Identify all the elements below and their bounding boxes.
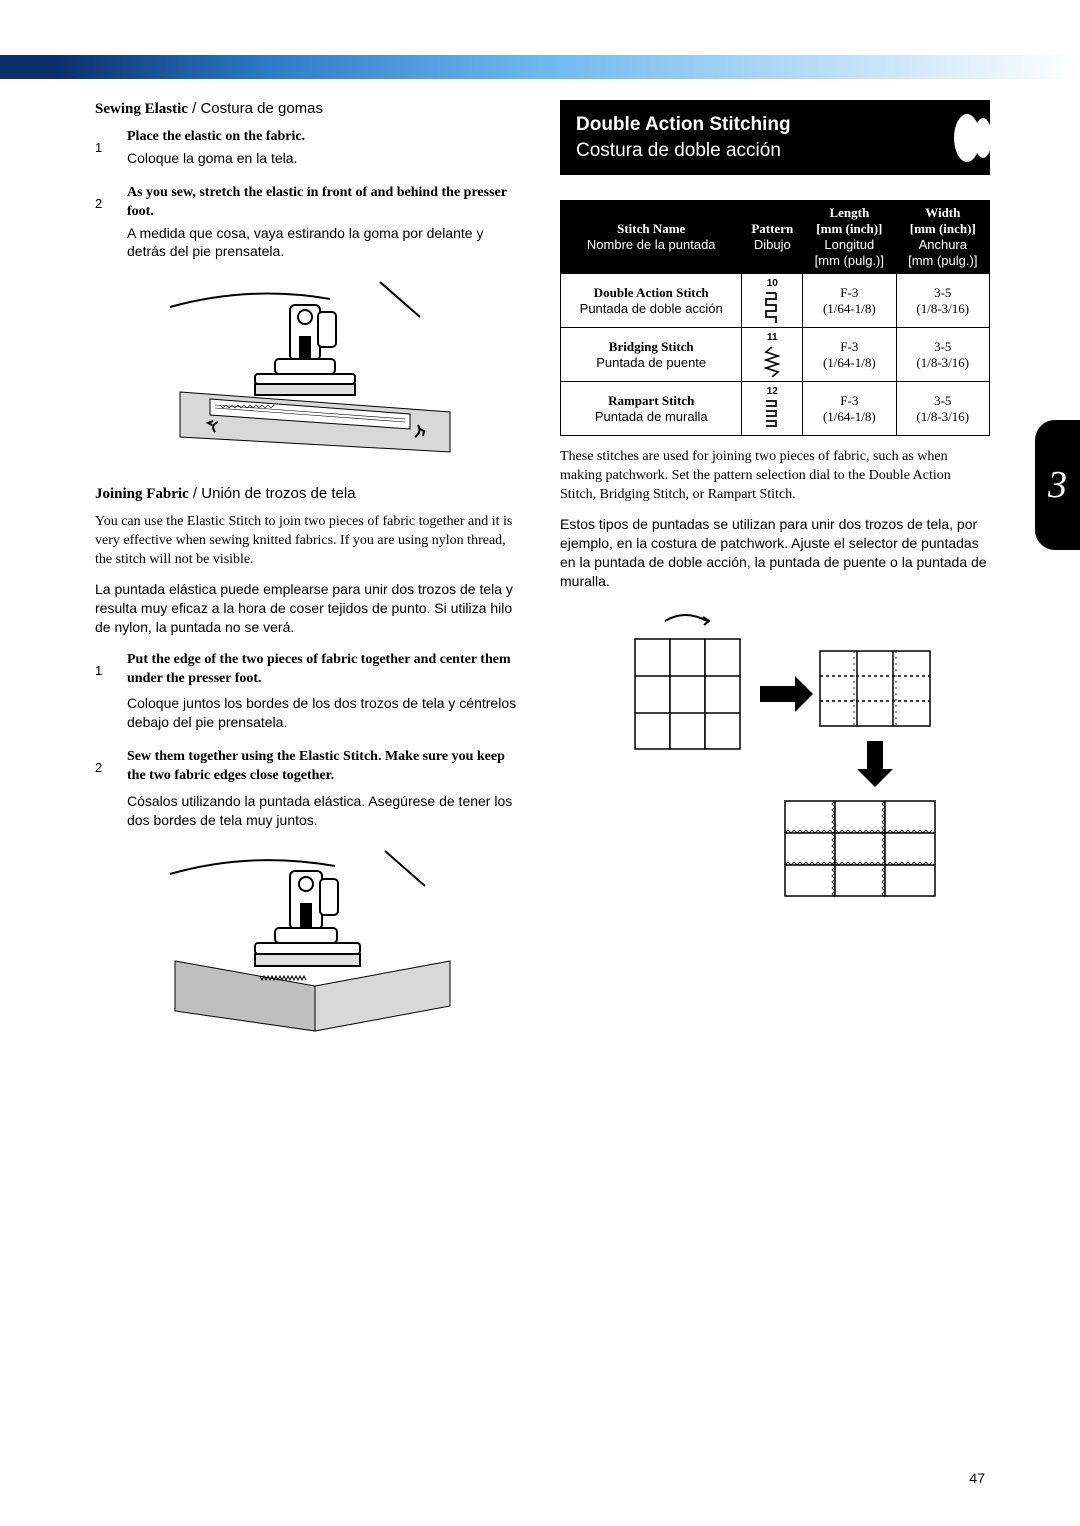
step: 1 Put the edge of the two pieces of fabr…	[95, 651, 525, 733]
para-es: Estos tipos de puntadas se utilizan para…	[560, 515, 990, 591]
step-es: Coloque la goma en la tela.	[127, 149, 525, 168]
intro-en: You can use the Elastic Stitch to join t…	[95, 513, 525, 570]
title-en: Sewing Elastic	[95, 101, 188, 117]
step-body: Put the edge of the two pieces of fabric…	[127, 651, 525, 733]
th-length: Length[mm (inch)]Longitud[mm (pulg.)]	[803, 201, 896, 274]
th-width: Width[mm (inch)]Anchura[mm (pulg.)]	[896, 201, 989, 274]
step-es: Coloque juntos los bordes de los dos tro…	[127, 694, 525, 732]
stitch-pattern-icon	[763, 345, 781, 377]
step-body: Place the elastic on the fabric. Coloque…	[127, 128, 525, 168]
stitch-pattern-icon	[763, 399, 781, 431]
left-column: Sewing Elastic / Costura de gomas 1 Plac…	[95, 100, 525, 1064]
section-title-sewing-elastic: Sewing Elastic / Costura de gomas	[95, 100, 525, 118]
top-gradient-bar	[0, 55, 1080, 79]
step-number: 2	[95, 748, 109, 830]
th-name: Stitch NameNombre de la puntada	[561, 201, 742, 274]
step-number: 1	[95, 651, 109, 733]
step: 2 Sew them together using the Elastic St…	[95, 748, 525, 830]
stitch-table: Stitch NameNombre de la puntada PatternD…	[560, 200, 990, 436]
step-es: Cósalos utilizando la puntada elástica. …	[127, 792, 525, 830]
step-body: Sew them together using the Elastic Stit…	[127, 748, 525, 830]
step-en: Place the elastic on the fabric.	[127, 128, 525, 147]
table-row: Bridging StitchPuntada de puente 11 F-3(…	[561, 328, 990, 382]
illustration-joining	[160, 846, 460, 1046]
page-number: 47	[969, 1470, 985, 1486]
table-row: Rampart StitchPuntada de muralla 12 F-3(…	[561, 382, 990, 436]
step: 2 As you sew, stretch the elastic in fro…	[95, 184, 525, 262]
manual-page: 3 Sewing Elastic / Costura de gomas 1 Pl…	[0, 0, 1080, 1526]
th-pattern: PatternDibujo	[742, 201, 803, 274]
title-en: Joining Fabric	[95, 486, 189, 502]
intro-es: La puntada elástica puede emplearse para…	[95, 580, 525, 637]
step-en: Sew them together using the Elastic Stit…	[127, 748, 525, 786]
illustration-elastic	[160, 277, 460, 467]
content-columns: Sewing Elastic / Costura de gomas 1 Plac…	[95, 100, 985, 1064]
section-heading-double-action: Double Action Stitching Costura de doble…	[560, 100, 990, 175]
right-column: Double Action Stitching Costura de doble…	[560, 100, 990, 1064]
step: 1 Place the elastic on the fabric. Coloq…	[95, 128, 525, 168]
stitch-table-body: Double Action StitchPuntada de doble acc…	[561, 274, 990, 436]
step-es: A medida que cosa, vaya estirando la gom…	[127, 224, 525, 262]
step-en: Put the edge of the two pieces of fabric…	[127, 651, 525, 689]
stitch-pattern-icon	[763, 291, 781, 323]
section-title-joining-fabric: Joining Fabric / Unión de trozos de tela	[95, 485, 525, 503]
heading-en: Double Action Stitching	[576, 112, 974, 138]
step-number: 1	[95, 128, 109, 168]
title-es: / Unión de trozos de tela	[189, 485, 356, 502]
para-en: These stitches are used for joining two …	[560, 448, 990, 505]
title-es: / Costura de gomas	[188, 100, 323, 117]
step-body: As you sew, stretch the elastic in front…	[127, 184, 525, 262]
heading-bubbles-icon	[945, 108, 995, 168]
step-number: 2	[95, 184, 109, 262]
step-en: As you sew, stretch the elastic in front…	[127, 184, 525, 222]
chapter-tab: 3	[1035, 420, 1080, 550]
table-row: Double Action StitchPuntada de doble acc…	[561, 274, 990, 328]
illustration-patchwork	[605, 611, 945, 911]
heading-es: Costura de doble acción	[576, 138, 974, 164]
